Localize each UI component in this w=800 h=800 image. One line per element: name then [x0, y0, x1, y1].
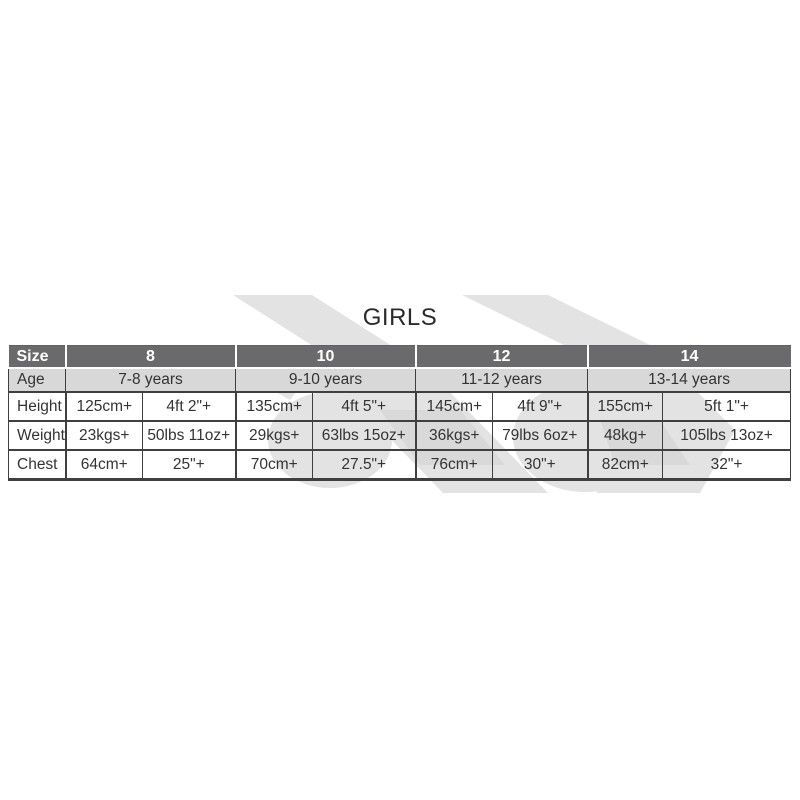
height-value-cm: 155cm+ [586, 391, 664, 422]
weight-value-lbs: 50lbs 11oz+ [142, 420, 236, 451]
size-col-12: 12 [415, 345, 589, 369]
weight-value-lbs: 105lbs 13oz+ [662, 420, 792, 451]
age-value: 7-8 years [65, 368, 236, 393]
height-row: Height 125cm+ 4ft 2"+ 135cm+ 4ft 5"+ 145… [8, 391, 792, 422]
height-row-label: Height [8, 391, 66, 422]
age-row: Age 7-8 years 9-10 years 11-12 years 13-… [8, 368, 792, 393]
height-value-cm: 145cm+ [414, 391, 494, 422]
height-value-ft: 4ft 2"+ [142, 391, 236, 422]
girls-size-table: Size 8 10 12 14 Age 7-8 years 9-10 years… [8, 345, 792, 481]
age-value: 9-10 years [234, 368, 416, 393]
height-value-cm: 125cm+ [64, 391, 143, 422]
chest-value-cm: 82cm+ [586, 449, 664, 481]
weight-value-lbs: 79lbs 6oz+ [492, 420, 589, 451]
height-value-ft: 5ft 1"+ [662, 391, 792, 422]
chest-value-in: 30"+ [492, 449, 589, 481]
weight-value-kg: 23kgs+ [64, 420, 143, 451]
height-value-ft: 4ft 5"+ [311, 391, 417, 422]
weight-value-lbs: 63lbs 15oz+ [311, 420, 417, 451]
chest-value-in: 27.5"+ [311, 449, 417, 481]
height-value-ft: 4ft 9"+ [492, 391, 589, 422]
size-col-8: 8 [65, 345, 237, 369]
age-row-label: Age [8, 368, 66, 393]
size-header-label: Size [8, 345, 67, 369]
chest-row-label: Chest [8, 449, 66, 481]
weight-row-label: Weight [8, 420, 66, 451]
size-header-row: Size 8 10 12 14 [8, 345, 791, 369]
chest-value-in: 25"+ [142, 449, 236, 481]
age-value: 13-14 years [587, 368, 792, 393]
height-value-cm: 135cm+ [234, 391, 313, 422]
chest-value-cm: 76cm+ [414, 449, 494, 481]
weight-value-kg: 48kg+ [586, 420, 664, 451]
chest-value-cm: 64cm+ [64, 449, 143, 481]
chest-value-in: 32"+ [662, 449, 792, 481]
page-title: GIRLS [362, 304, 438, 331]
age-value: 11-12 years [415, 368, 588, 393]
chest-row: Chest 64cm+ 25"+ 70cm+ 27.5"+ 76cm+ 30"+… [8, 449, 792, 481]
size-col-14: 14 [587, 345, 791, 369]
chest-value-cm: 70cm+ [234, 449, 313, 481]
weight-value-kg: 29kgs+ [234, 420, 313, 451]
size-col-10: 10 [235, 345, 417, 369]
weight-row: Weight 23kgs+ 50lbs 11oz+ 29kgs+ 63lbs 1… [8, 420, 792, 451]
weight-value-kg: 36kgs+ [414, 420, 494, 451]
